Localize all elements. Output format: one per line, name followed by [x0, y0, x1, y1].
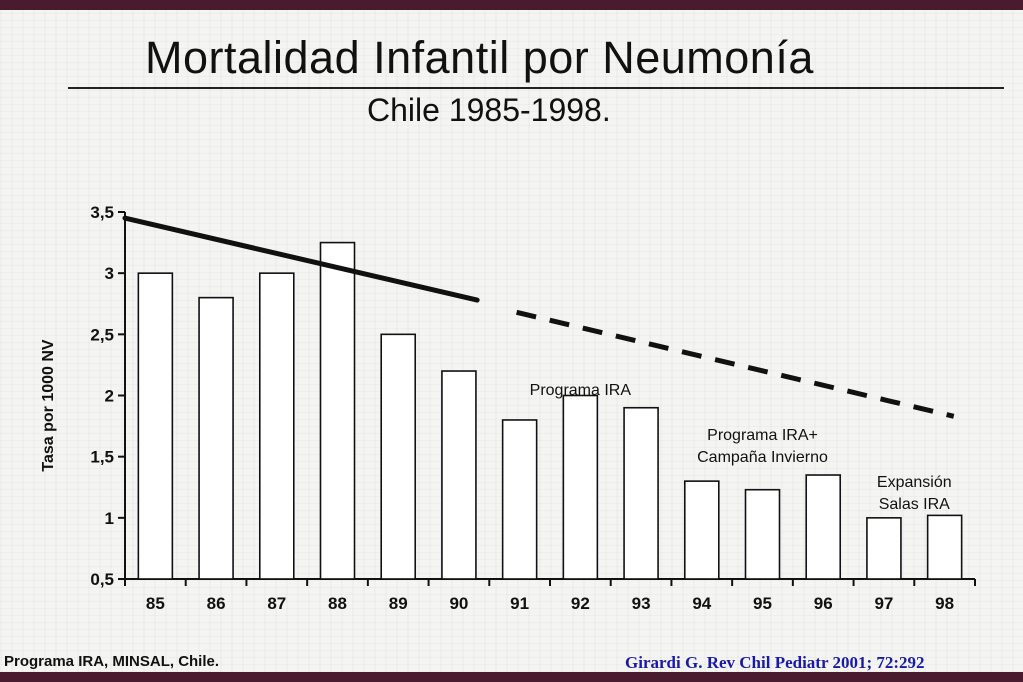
- x-tick-label: 88: [328, 594, 347, 613]
- bar: [380, 333, 417, 580]
- source-note: Programa IRA, MINSAL, Chile.: [4, 653, 220, 670]
- bar: [805, 474, 842, 580]
- bar: [562, 394, 599, 580]
- annotation-label: Programa IRA+: [707, 427, 818, 444]
- x-tick-label: 94: [692, 594, 711, 613]
- bar: [137, 272, 174, 580]
- bar: [441, 370, 477, 580]
- x-tick-label: 90: [449, 594, 468, 613]
- y-tick-label: 1,5: [90, 448, 114, 467]
- x-tick-label: 93: [632, 594, 651, 613]
- bar: [198, 296, 234, 580]
- bar: [683, 480, 720, 580]
- bar: [258, 272, 295, 580]
- annotation-label: Campaña Invierno: [697, 449, 828, 466]
- x-tick-label: 91: [510, 594, 529, 613]
- trend-line-dashed: [516, 309, 955, 419]
- chart-subtitle: Chile 1985-1998.: [367, 92, 611, 128]
- x-tick-label: 98: [935, 594, 954, 613]
- chart-title: Mortalidad Infantil por Neumonía: [145, 32, 814, 83]
- citation: Girardi G. Rev Chil Pediatr 2001; 72:292: [625, 653, 925, 672]
- y-tick-label: 0,5: [90, 570, 114, 589]
- bar: [319, 241, 356, 580]
- bar: [501, 419, 538, 580]
- x-tick-label: 92: [571, 594, 590, 613]
- x-tick-label: 87: [267, 594, 286, 613]
- bar-chart: 3,5 3 2,5 2 1,5 1 0,5 85 86 87 88 89 90 91 92 93 94 95 96 9…: [40, 203, 976, 613]
- x-tick-label: 86: [207, 594, 226, 613]
- x-tick-label: 89: [389, 594, 408, 613]
- trend-line-solid: [122, 215, 480, 303]
- annotation-label: Salas IRA: [879, 496, 950, 513]
- y-tick-label: 3: [105, 264, 114, 283]
- annotation-label: Expansión: [877, 474, 952, 491]
- y-tick-label: 3,5: [90, 203, 114, 222]
- x-tick-label: 96: [814, 594, 833, 613]
- slide: Mortalidad Infantil por Neumonía Chile 1…: [0, 10, 1023, 672]
- bar: [866, 517, 902, 580]
- title-underline: [68, 87, 1004, 89]
- y-axis-label: Tasa por 1000 NV: [40, 339, 57, 472]
- x-tick-label: 95: [753, 594, 772, 613]
- y-tick-label: 2,5: [90, 325, 114, 344]
- x-tick-label: 97: [874, 594, 893, 613]
- y-tick-label: 1: [105, 509, 114, 528]
- bar: [926, 514, 963, 580]
- y-tick-label: 2: [105, 387, 114, 406]
- bar: [744, 488, 781, 580]
- annotation-label: Programa IRA: [530, 382, 632, 399]
- bar: [623, 406, 659, 580]
- x-tick-label: 85: [146, 594, 165, 613]
